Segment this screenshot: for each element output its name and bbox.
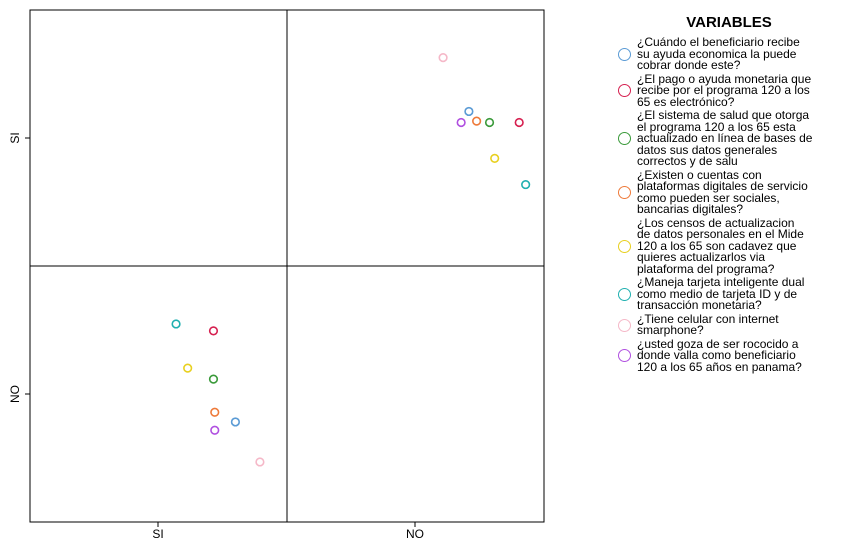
data-point-series-8-2 xyxy=(210,425,220,435)
legend-item-1: ¿Cuándo el beneficiario recibe su ayuda … xyxy=(618,35,848,72)
data-point-series-2-1 xyxy=(514,117,524,128)
data-point-series-7-1 xyxy=(438,53,448,63)
legend-marker-icon xyxy=(618,287,631,301)
legend-marker-icon xyxy=(618,47,631,61)
data-point-series-1-2 xyxy=(230,417,240,427)
data-point-series-3-1 xyxy=(484,117,495,128)
legend-item-6: ¿Maneja tarjeta inteligente dual como me… xyxy=(618,275,848,312)
data-point-series-2-2 xyxy=(208,326,219,336)
legend-marker-icon xyxy=(618,239,631,253)
legend-label: ¿Maneja tarjeta inteligente dual como me… xyxy=(637,275,805,312)
data-point-series-6-1 xyxy=(521,179,531,190)
scatter-plot: SI NO SI NO xyxy=(8,9,545,541)
legend-label: ¿usted goza de ser rococido a donde vall… xyxy=(637,336,802,374)
legend-label: ¿Existen o cuentas con plataformas digit… xyxy=(637,167,808,216)
tick-marks xyxy=(25,137,416,527)
legend-marker-icon xyxy=(618,349,631,363)
data-point-series-6-2 xyxy=(171,319,181,329)
data-point-series-8-1 xyxy=(456,117,466,128)
legend-label: ¿Tiene celular con internet smarphone? xyxy=(637,311,779,337)
y-tick-label-si: SI xyxy=(8,132,22,143)
legend-label: ¿El sistema de salud que otorga el progr… xyxy=(637,108,813,168)
legend-marker-icon xyxy=(618,318,631,332)
legend: VARIABLES ¿Cuándo el beneficiario recibe… xyxy=(618,14,848,375)
data-point-series-7-2 xyxy=(255,457,265,467)
legend-item-4: ¿Existen o cuentas con plataformas digit… xyxy=(618,167,848,216)
legend-item-5: ¿Los censos de actualizacion de datos pe… xyxy=(618,215,848,276)
legend-label: ¿Los censos de actualizacion de datos pe… xyxy=(637,215,804,276)
legend-item-8: ¿usted goza de ser rococido a donde vall… xyxy=(618,336,848,374)
data-point-series-3-2 xyxy=(208,374,219,384)
x-tick-label-no: NO xyxy=(406,527,424,541)
data-point-series-5-2 xyxy=(183,363,193,373)
x-tick-label-si: SI xyxy=(152,527,163,541)
data-point-series-4-1 xyxy=(472,116,482,126)
legend-marker-icon xyxy=(618,186,631,199)
legend-marker-icon xyxy=(618,84,631,98)
data-points xyxy=(171,53,531,467)
legend-item-2: ¿El pago o ayuda monetaria que recibe po… xyxy=(618,71,848,109)
legend-item-7: ¿Tiene celular con internet smarphone? xyxy=(618,311,848,337)
data-point-series-5-1 xyxy=(490,153,500,163)
legend-label: ¿El pago o ayuda monetaria que recibe po… xyxy=(637,71,812,109)
data-point-series-4-2 xyxy=(210,407,220,417)
legend-item-3: ¿El sistema de salud que otorga el progr… xyxy=(618,108,848,168)
legend-marker-icon xyxy=(618,132,631,146)
legend-items: ¿Cuándo el beneficiario recibe su ayuda … xyxy=(618,35,848,374)
legend-label: ¿Cuándo el beneficiario recibe su ayuda … xyxy=(637,35,800,72)
data-point-series-1-1 xyxy=(464,106,474,117)
y-tick-label-no: NO xyxy=(8,385,22,403)
legend-title: VARIABLES xyxy=(686,14,772,31)
